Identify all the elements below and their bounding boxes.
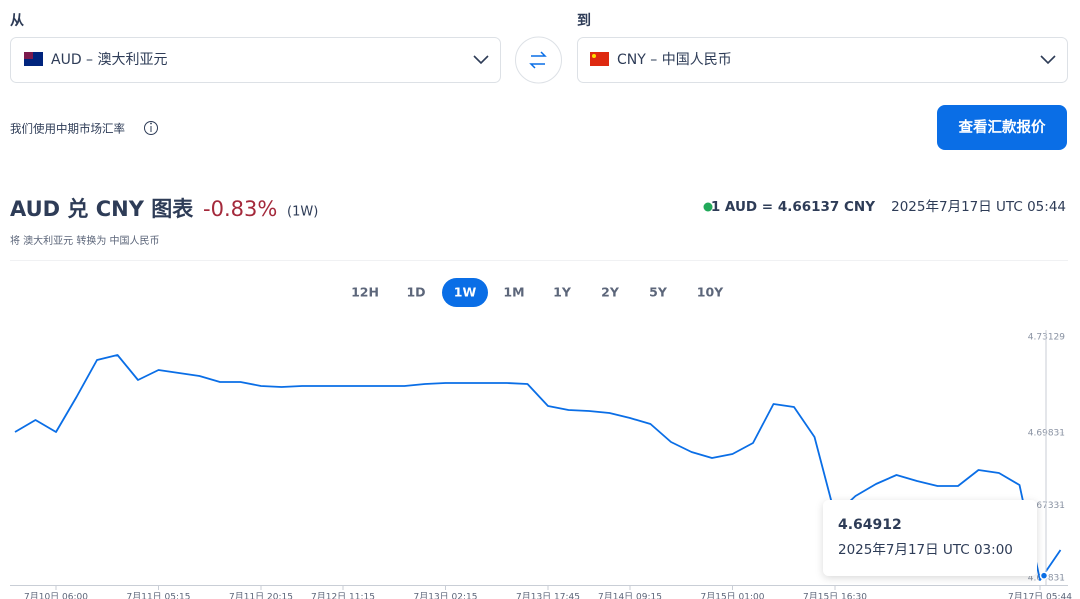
period-tab[interactable]: 1W — [454, 285, 477, 300]
tooltip-time: 2025年7月17日 UTC 03:00 — [838, 542, 1013, 558]
to-select[interactable]: CNY – 中国人民币 — [577, 37, 1068, 83]
info-circle[interactable] — [144, 121, 158, 135]
swap-circle[interactable] — [515, 36, 562, 84]
period-tab[interactable]: 5Y — [649, 285, 668, 300]
info-icon[interactable] — [144, 121, 158, 135]
button-bg[interactable] — [937, 105, 1067, 150]
button-label[interactable]: 查看汇款报价 — [959, 118, 1046, 136]
hover-point — [1039, 571, 1049, 580]
rate-note: 我们使用中期市场汇率 — [10, 122, 125, 136]
x-tick-label: 7月15日 01:00 — [701, 592, 765, 599]
from-select[interactable]: AUD – 澳大利亚元 — [10, 37, 501, 83]
live-dot — [703, 202, 713, 212]
period-tab[interactable]: 1M — [503, 285, 524, 300]
tooltip-value: 4.64912 — [838, 517, 902, 533]
period-tab[interactable]: 1D — [406, 285, 425, 300]
info-dot — [150, 122, 152, 125]
flag-au-union — [24, 52, 33, 59]
to-label: 到 — [577, 13, 591, 29]
subtitle: 将 澳大利亚元 转换为 中国人民币 — [10, 234, 160, 247]
rate: 1 AUD = 4.66137 CNY — [711, 199, 875, 215]
period-tab[interactable]: 2Y — [601, 285, 620, 300]
quote-button[interactable]: 查看汇款报价 — [937, 105, 1067, 150]
period-tab[interactable]: 1Y — [553, 285, 572, 300]
swap-button[interactable] — [515, 36, 562, 84]
x-tick-label: 7月12日 11:15 — [311, 592, 375, 599]
select-box[interactable] — [10, 37, 501, 83]
swap-icon — [529, 51, 547, 69]
y-tick-label: 4.73129 — [1028, 333, 1065, 343]
chevron — [1040, 55, 1056, 65]
period-tabs: 12H 1D 1W 1M 1Y 2Y 5Y 10Y — [351, 278, 724, 307]
change: -0.83% — [203, 197, 277, 221]
x-tick-label: 7月13日 02:15 — [414, 592, 478, 599]
tooltip-box — [823, 500, 1037, 576]
active-tab[interactable] — [442, 278, 488, 307]
period-tab[interactable]: 12H — [351, 285, 379, 300]
from-currency[interactable]: AUD – 澳大利亚元 — [51, 52, 168, 68]
from-label: 从 — [10, 13, 24, 29]
chevron — [473, 55, 489, 65]
select-box[interactable] — [577, 37, 1068, 83]
period-label: (1W) — [287, 205, 318, 220]
timestamp: 2025年7月17日 UTC 05:44 — [891, 199, 1066, 215]
flag-cn-star — [592, 54, 596, 58]
chart-title: AUD 兑 CNY 图表 — [10, 197, 194, 221]
period-tab[interactable]: 10Y — [697, 285, 724, 300]
x-tick-label: 7月15日 16:30 — [803, 592, 867, 599]
flag-cn — [590, 52, 609, 66]
to-currency[interactable]: CNY – 中国人民币 — [617, 52, 732, 68]
x-tick-label: 7月13日 17:45 — [516, 592, 580, 599]
chart: 4.731294.698314.673314.648317月10日 06:007… — [10, 330, 1072, 599]
x-tick-label: 7月11日 20:15 — [229, 592, 293, 599]
x-tick-label: 7月14日 09:15 — [598, 592, 662, 599]
x-tick-label: 7月10日 06:00 — [24, 592, 88, 599]
rate-line — [14, 354, 1062, 581]
x-tick-label: 7月17日 05:44 — [1008, 592, 1072, 599]
x-tick-label: 7月11日 05:15 — [127, 592, 191, 599]
